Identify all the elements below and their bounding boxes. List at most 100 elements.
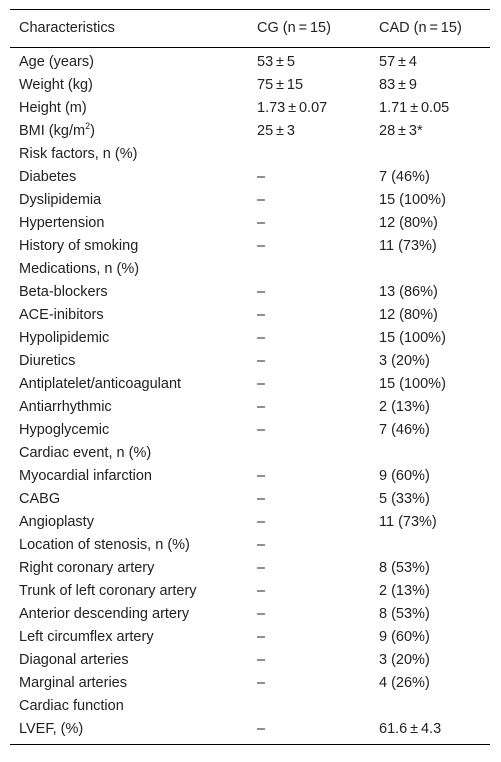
row-label: LVEF, (%)	[19, 721, 84, 737]
table-body: Age (years) 53 ± 5 57 ± 4 Weight (kg) 75 ± 1…	[10, 51, 490, 741]
row-label: Anterior descending artery	[19, 606, 190, 622]
cg-value: –	[257, 560, 266, 576]
cg-value: –	[257, 468, 266, 484]
cg-value: –	[257, 675, 266, 691]
row-label: Cardiac function	[19, 698, 124, 714]
cad-value: 4 (26%)	[379, 675, 430, 691]
cad-value: 3 (20%)	[379, 652, 430, 668]
cad-value: 15 (100%)	[379, 376, 446, 392]
table-row: Diabetes – 7 (46%)	[10, 166, 490, 189]
row-label: Hypolipidemic	[19, 330, 110, 346]
table-row: Marginal arteries – 4 (26%)	[10, 672, 490, 695]
table-row: Weight (kg) 75 ± 15 83 ± 9	[10, 74, 490, 97]
table-row: Diuretics – 3 (20%)	[10, 350, 490, 373]
cad-value: 57 ± 4	[379, 54, 417, 70]
row-label: Diuretics	[19, 353, 76, 369]
row-label: Angioplasty	[19, 514, 94, 530]
row-label: Hypertension	[19, 215, 105, 231]
bmi-suffix: )	[90, 123, 95, 139]
cad-value: 12 (80%)	[379, 215, 438, 231]
header-cad: CAD (n = 15)	[379, 20, 462, 36]
cad-value: 2 (13%)	[379, 583, 430, 599]
cg-value: –	[257, 721, 266, 737]
row-label: Left circumflex artery	[19, 629, 154, 645]
table-row: Location of stenosis, n (%) –	[10, 534, 490, 557]
table-row: Antiarrhythmic – 2 (13%)	[10, 396, 490, 419]
table-row: Diagonal arteries – 3 (20%)	[10, 649, 490, 672]
cg-value: –	[257, 652, 266, 668]
table-row: Right coronary artery – 8 (53%)	[10, 557, 490, 580]
table-row: LVEF, (%) – 61.6 ± 4.3	[10, 718, 490, 741]
cg-value: –	[257, 422, 266, 438]
cg-value: –	[257, 238, 266, 254]
row-label: ACE-inibitors	[19, 307, 104, 323]
cad-value: 13 (86%)	[379, 284, 438, 300]
cg-value: –	[257, 353, 266, 369]
row-label: Hypoglycemic	[19, 422, 110, 438]
row-label: Trunk of left coronary artery	[19, 583, 197, 599]
cg-value: –	[257, 192, 266, 208]
table-row: Height (m) 1.73 ± 0.07 1.71 ± 0.05	[10, 97, 490, 120]
cg-value: –	[257, 307, 266, 323]
cad-value: 7 (46%)	[379, 169, 430, 185]
cad-value: 8 (53%)	[379, 560, 430, 576]
table-header-row: Characteristics CG (n = 15) CAD (n = 15)	[10, 10, 490, 48]
table-row: BMI (kg/m2) 25 ± 3 28 ± 3*	[10, 120, 490, 143]
cg-value: –	[257, 491, 266, 507]
row-label: Weight (kg)	[19, 77, 93, 93]
table-row: Age (years) 53 ± 5 57 ± 4	[10, 51, 490, 74]
cad-value: 83 ± 9	[379, 77, 417, 93]
table-row: Cardiac event, n (%)	[10, 442, 490, 465]
table-row: History of smoking – 11 (73%)	[10, 235, 490, 258]
cad-value: 3 (20%)	[379, 353, 430, 369]
row-label: Antiarrhythmic	[19, 399, 112, 415]
cad-value: 61.6 ± 4.3	[379, 721, 442, 737]
bmi-label: BMI (kg/m	[19, 123, 86, 139]
cad-value: 15 (100%)	[379, 192, 446, 208]
row-label: Medications, n (%)	[19, 261, 140, 277]
table-row: Myocardial infarction – 9 (60%)	[10, 465, 490, 488]
table-row: Angioplasty – 11 (73%)	[10, 511, 490, 534]
cad-value: 11 (73%)	[379, 514, 437, 530]
cg-value: –	[257, 583, 266, 599]
table-row: ACE-inibitors – 12 (80%)	[10, 304, 490, 327]
cg-value: –	[257, 606, 266, 622]
cg-value: –	[257, 169, 266, 185]
table-row: Beta-blockers – 13 (86%)	[10, 281, 490, 304]
row-label: BMI (kg/m2)	[10, 120, 257, 143]
row-label: Cardiac event, n (%)	[19, 445, 152, 461]
row-label: Diabetes	[19, 169, 77, 185]
header-characteristics: Characteristics	[19, 20, 115, 36]
cad-value: 8 (53%)	[379, 606, 430, 622]
cg-value: –	[257, 330, 266, 346]
row-label: CABG	[19, 491, 61, 507]
table-row: Anterior descending artery – 8 (53%)	[10, 603, 490, 626]
row-label: Beta-blockers	[19, 284, 108, 300]
table-row: Medications, n (%)	[10, 258, 490, 281]
row-label: Antiplatelet/anticoagulant	[19, 376, 182, 392]
row-label: Dyslipidemia	[19, 192, 102, 208]
cg-value: –	[257, 514, 266, 530]
cg-value: 25 ± 3	[257, 123, 295, 139]
table-row: CABG – 5 (33%)	[10, 488, 490, 511]
cg-value: –	[257, 376, 266, 392]
table-row: Hypolipidemic – 15 (100%)	[10, 327, 490, 350]
cad-value: 11 (73%)	[379, 238, 437, 254]
cad-value: 15 (100%)	[379, 330, 446, 346]
cad-value: 28 ± 3*	[379, 123, 423, 139]
cg-value: –	[257, 537, 266, 553]
cad-value: 2 (13%)	[379, 399, 430, 415]
cad-value: 1.71 ± 0.05	[379, 100, 450, 116]
row-label: History of smoking	[19, 238, 139, 254]
row-label: Marginal arteries	[19, 675, 127, 691]
table-row: Risk factors, n (%)	[10, 143, 490, 166]
table-row: Hypertension – 12 (80%)	[10, 212, 490, 235]
cg-value: –	[257, 284, 266, 300]
table-row: Hypoglycemic – 7 (46%)	[10, 419, 490, 442]
row-label: Location of stenosis, n (%)	[19, 537, 190, 553]
cad-value: 9 (60%)	[379, 468, 430, 484]
cad-value: 12 (80%)	[379, 307, 438, 323]
row-label: Risk factors, n (%)	[19, 146, 138, 162]
characteristics-table: Characteristics CG (n = 15) CAD (n = 15)…	[10, 9, 490, 745]
table-row: Antiplatelet/anticoagulant – 15 (100%)	[10, 373, 490, 396]
